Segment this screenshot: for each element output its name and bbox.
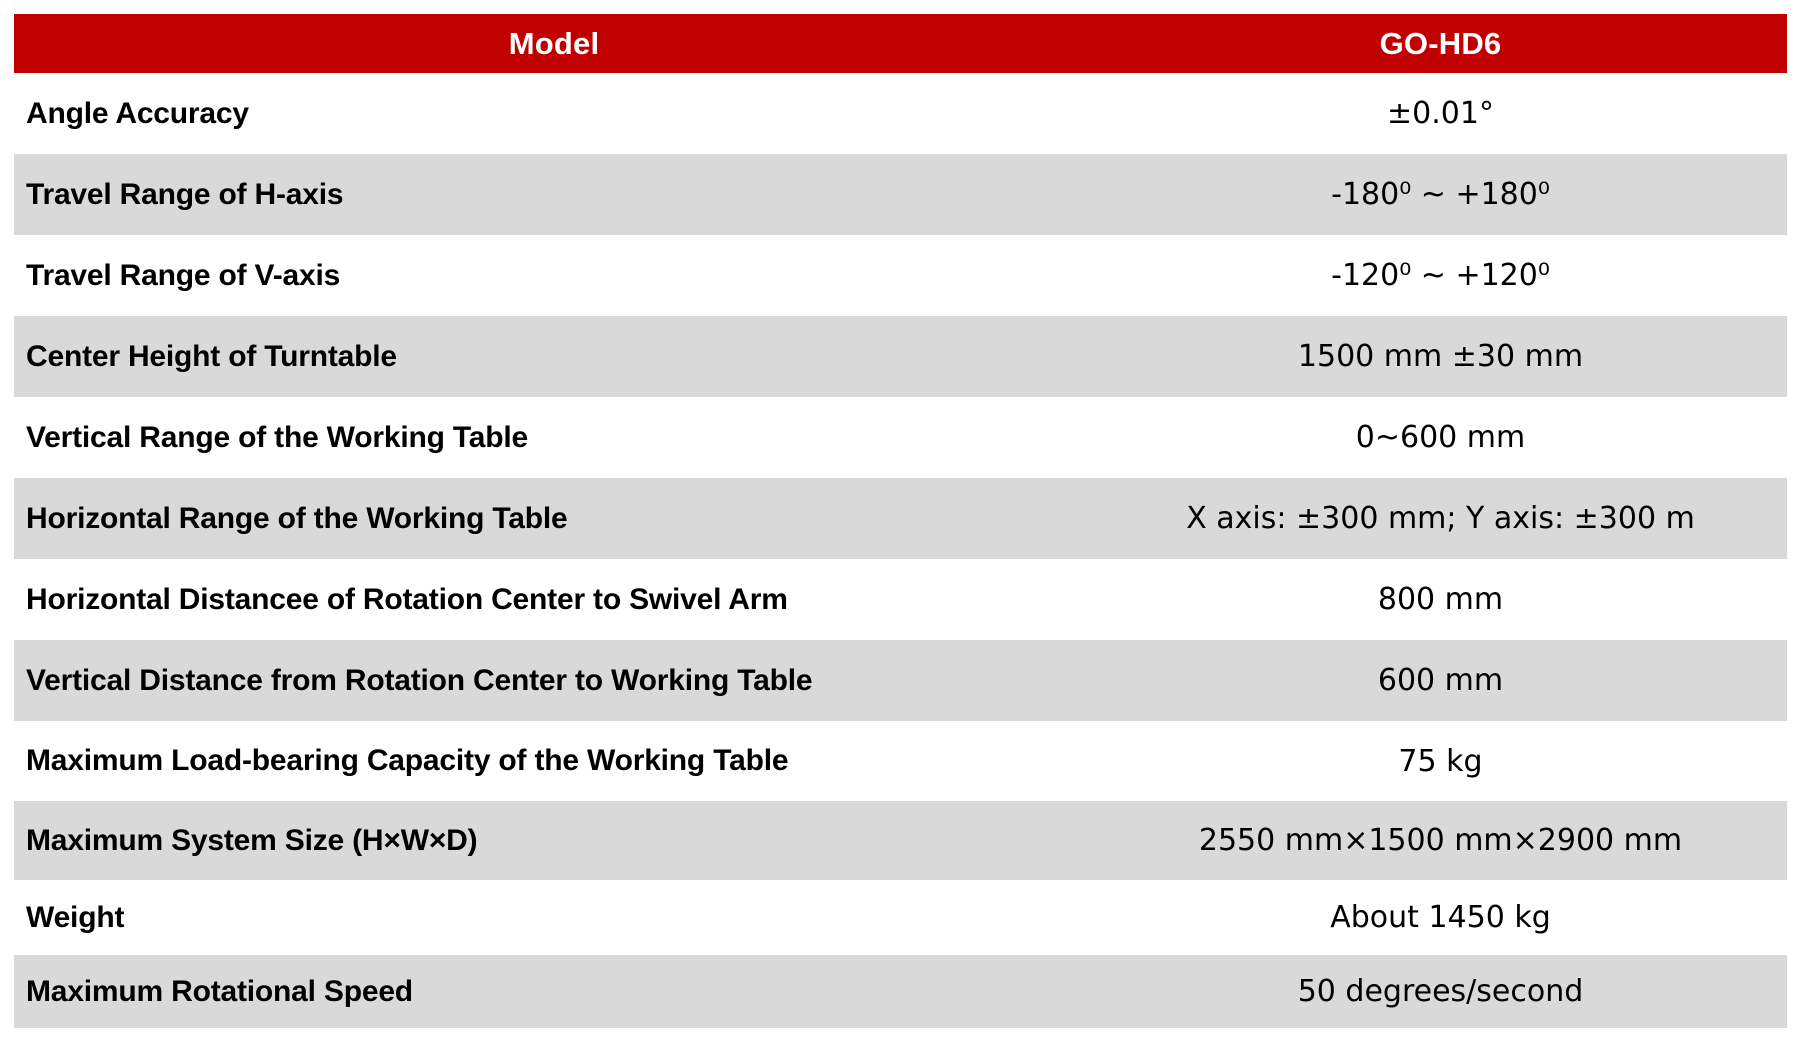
table-row: Maximum Rotational Speed 50 degrees/seco… xyxy=(14,955,1787,1028)
spec-label: Vertical Distance from Rotation Center t… xyxy=(26,663,813,697)
spec-label: Center Height of Turntable xyxy=(26,339,397,373)
spec-value: 600 mm xyxy=(1377,663,1504,698)
spec-value: 0~600 mm xyxy=(1355,420,1526,455)
spec-label: Travel Range of V-axis xyxy=(26,258,341,292)
spec-label: Weight xyxy=(26,900,125,934)
spec-value: About 1450 kg xyxy=(1330,900,1551,935)
header-model-value: GO-HD6 xyxy=(1379,25,1502,61)
spec-label: Travel Range of H-axis xyxy=(26,177,344,211)
table-row: Vertical Range of the Working Table 0~60… xyxy=(14,397,1787,478)
spec-value: 75 kg xyxy=(1398,743,1483,779)
spec-label: Maximum Load-bearing Capacity of the Wor… xyxy=(26,744,789,777)
spec-label: Angle Accuracy xyxy=(26,96,249,130)
table-row: Maximum System Size (H×W×D) 2550 mm×1500… xyxy=(14,801,1787,880)
spec-label: Maximum System Size (H×W×D) xyxy=(26,823,478,857)
spec-value: ±0.01° xyxy=(1387,96,1494,131)
table-row: Horizontal Distancee of Rotation Center … xyxy=(14,559,1787,640)
table-row: Horizontal Range of the Working Table X … xyxy=(14,478,1787,559)
table-row: Travel Range of H-axis -180⁰ ~ +180⁰ xyxy=(14,154,1787,235)
specification-table: Model GO-HD6 Angle Accuracy ±0.01° Trave… xyxy=(14,14,1787,1028)
spec-label: Horizontal Range of the Working Table xyxy=(26,501,568,535)
spec-label: Horizontal Distancee of Rotation Center … xyxy=(26,582,788,616)
spec-label: Vertical Range of the Working Table xyxy=(26,420,528,454)
spec-label: Maximum Rotational Speed xyxy=(26,974,413,1008)
spec-value: 800 mm xyxy=(1377,582,1504,617)
table-row: Angle Accuracy ±0.01° xyxy=(14,73,1787,154)
spec-value: 50 degrees/second xyxy=(1297,974,1584,1009)
spec-value: 1500 mm ±30 mm xyxy=(1297,339,1584,374)
table-row: Travel Range of V-axis -120⁰ ~ +120⁰ xyxy=(14,235,1787,316)
spec-value: X axis: ±300 mm; Y axis: ±300 m xyxy=(1186,501,1695,536)
spec-value: -180⁰ ~ +180⁰ xyxy=(1331,177,1550,212)
table-row: Vertical Distance from Rotation Center t… xyxy=(14,640,1787,721)
spec-value: 2550 mm×1500 mm×2900 mm xyxy=(1198,823,1683,858)
table-row: Maximum Load-bearing Capacity of the Wor… xyxy=(14,721,1787,801)
table-row: Weight About 1450 kg xyxy=(14,880,1787,955)
header-model-label: Model xyxy=(508,25,600,61)
spec-value: -120⁰ ~ +120⁰ xyxy=(1331,258,1550,293)
header-row: Model GO-HD6 xyxy=(14,14,1787,73)
table-row: Center Height of Turntable 1500 mm ±30 m… xyxy=(14,316,1787,397)
